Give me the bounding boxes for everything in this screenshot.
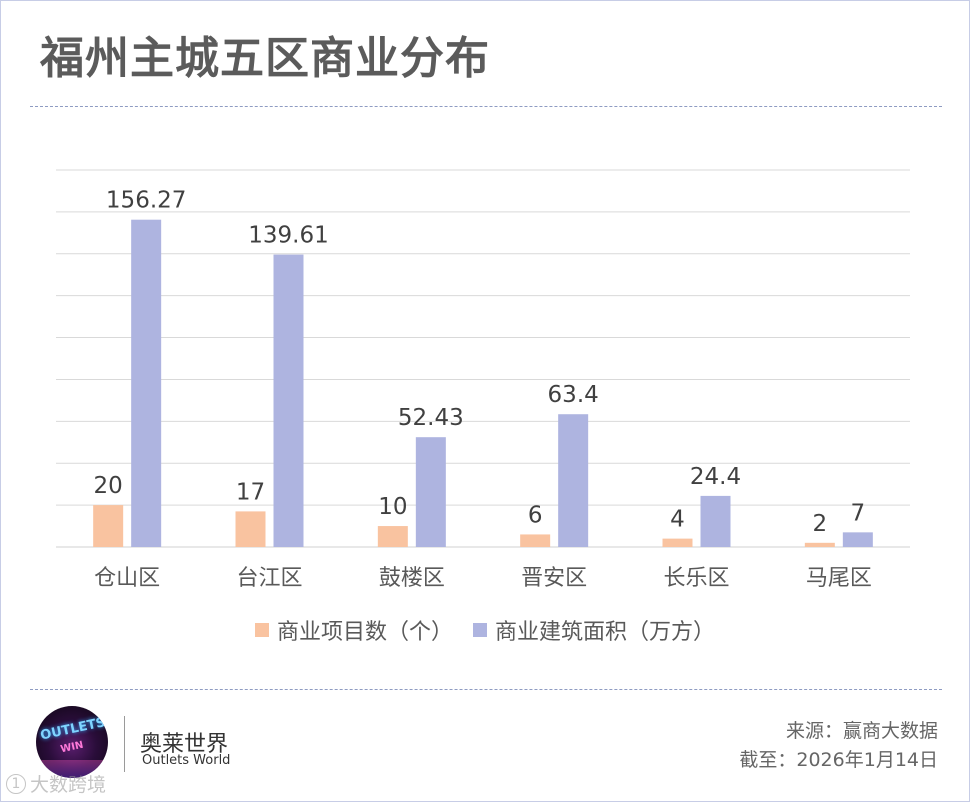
bar-building-area [558, 414, 589, 547]
data-label-building-area: 24.4 [690, 464, 741, 490]
data-label-project-count: 4 [670, 507, 685, 533]
bar-project-count [804, 542, 835, 547]
chart-legend: 商业项目数（个） 商业建筑面积（万方） [0, 614, 970, 646]
bar-project-count [662, 538, 693, 547]
data-source: 来源：赢商大数据 [785, 720, 938, 742]
data-label-building-area: 52.43 [398, 405, 464, 431]
data-label-building-area: 156.27 [106, 188, 186, 214]
bar-building-area [700, 495, 731, 547]
bar-project-count [377, 526, 408, 547]
brand-english-name: Outlets World [142, 753, 231, 768]
data-label-building-area: 7 [851, 500, 866, 526]
top-divider [30, 106, 942, 107]
bar-building-area [415, 437, 446, 547]
bar-project-count [520, 534, 551, 547]
bottom-divider [30, 689, 942, 690]
legend-label-building-area: 商业建筑面积（万方） [495, 620, 716, 645]
x-tick-label: 晋安区 [521, 566, 587, 591]
bar-project-count [93, 505, 124, 547]
data-label-project-count: 20 [94, 473, 123, 499]
data-label-project-count: 17 [236, 479, 265, 505]
watermark-icon: 1 [6, 773, 26, 794]
data-label-project-count: 6 [528, 502, 543, 528]
x-tick-label: 仓山区 [94, 566, 160, 591]
data-date: 截至：2026年1月14日 [739, 749, 938, 771]
legend-item-building-area: 商业建筑面积（万方） [473, 614, 715, 646]
x-tick-label: 台江区 [236, 566, 302, 591]
brand-name: 奥莱世界 [140, 732, 229, 757]
logo-floor-glow [36, 760, 108, 778]
bar-building-area [842, 532, 873, 547]
data-label-project-count: 10 [378, 494, 407, 520]
brand-logo: OUTLETS WIN [36, 706, 108, 778]
legend-swatch-building-area [473, 623, 487, 637]
data-label-building-area: 139.61 [248, 223, 328, 249]
brand-separator [124, 716, 125, 772]
watermark-text: 大数跨境 [30, 774, 107, 796]
legend-swatch-project-count [254, 623, 269, 637]
x-tick-label: 长乐区 [663, 566, 729, 591]
watermark: 1 大数跨境 [6, 770, 106, 797]
chart-title: 福州主城五区商业分布 [40, 33, 490, 84]
bar-project-count [235, 511, 266, 547]
bar-building-area [131, 219, 162, 547]
legend-item-project-count: 商业项目数（个） [254, 614, 453, 646]
x-tick-label: 马尾区 [806, 566, 872, 591]
x-tick-label: 鼓楼区 [379, 566, 445, 591]
legend-label-project-count: 商业项目数（个） [276, 620, 453, 645]
bar-chart: 20 156.27 仓山区 17 139.61 台江区 10 52.43 鼓楼区 6 63.4 晋安区… [56, 169, 910, 591]
data-label-project-count: 2 [813, 511, 828, 537]
bar-building-area [273, 254, 304, 547]
data-label-building-area: 63.4 [548, 382, 599, 408]
